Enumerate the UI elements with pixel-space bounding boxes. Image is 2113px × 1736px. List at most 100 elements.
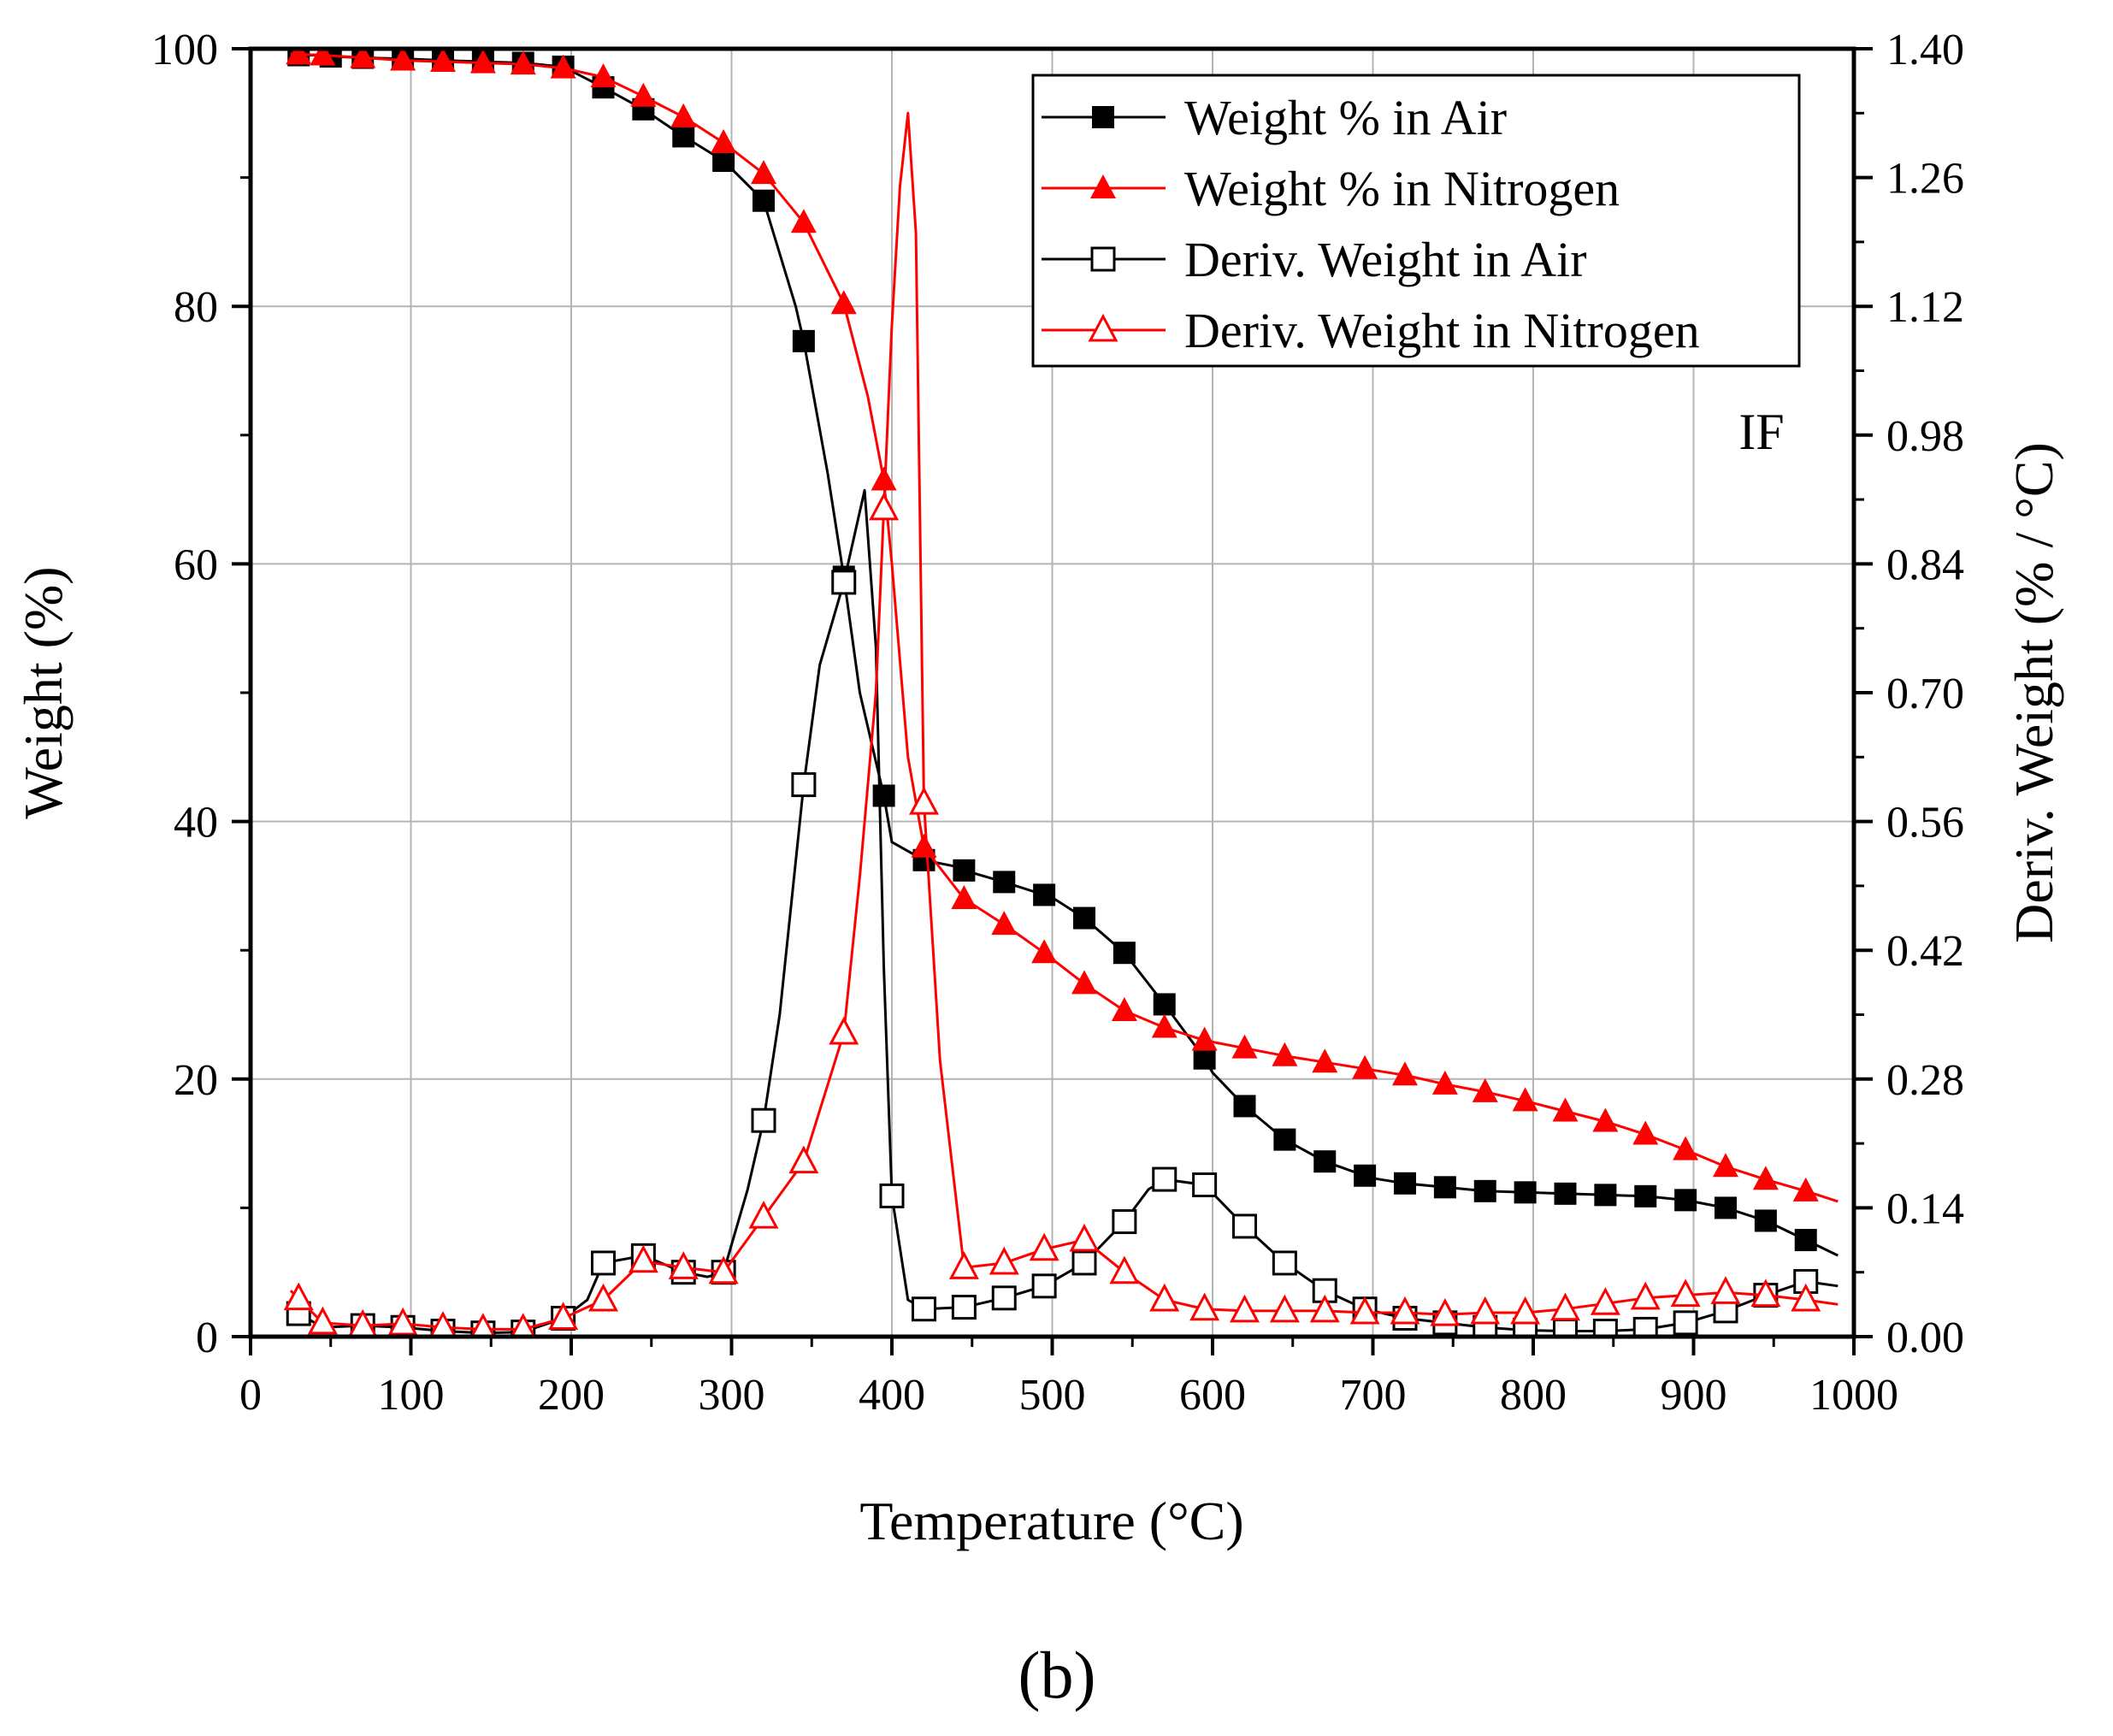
- data-point-marker: [1750, 1278, 1781, 1308]
- data-point-marker: [1313, 1150, 1337, 1173]
- y-right-tick-label: 0.14: [1886, 1184, 1964, 1233]
- data-point-marker: [350, 49, 376, 68]
- data-point-marker: [1433, 1176, 1456, 1199]
- data-point-marker: [1113, 942, 1136, 965]
- data-point-marker: [1033, 883, 1056, 906]
- data-point-marker: [1673, 1310, 1698, 1336]
- y-right-tick-label: 0.70: [1886, 670, 1964, 718]
- data-point-marker: [587, 1283, 619, 1312]
- data-point-marker: [1792, 1177, 1819, 1202]
- data-point-marker: [708, 1255, 739, 1284]
- y-right-tick-label: 0.98: [1886, 412, 1964, 461]
- data-point-marker: [1392, 1061, 1418, 1086]
- data-point-marker: [1430, 1298, 1461, 1326]
- data-point-marker: [753, 189, 775, 212]
- y-left-tick-label: 40: [174, 799, 218, 847]
- data-point-marker: [872, 784, 895, 807]
- data-point-marker: [712, 150, 735, 173]
- data-point-marker: [1472, 1078, 1498, 1102]
- data-point-marker: [1232, 1213, 1257, 1239]
- data-point-marker: [1549, 1292, 1581, 1321]
- x-tick-label: 100: [378, 1371, 445, 1420]
- data-point-marker: [310, 49, 336, 66]
- data-point-marker: [1715, 1196, 1737, 1219]
- series-line: [289, 111, 1839, 1331]
- data-point-marker: [830, 290, 857, 315]
- data-point-marker: [1272, 1250, 1297, 1276]
- x-tick-label: 700: [1340, 1371, 1407, 1420]
- y-right-tick-label: 0.56: [1886, 799, 1964, 847]
- data-point-marker: [1071, 1250, 1097, 1276]
- data-point-marker: [1470, 1296, 1501, 1325]
- data-point-marker: [1309, 1294, 1340, 1323]
- y-right-axis-label: Deriv. Weight (% / °C): [2004, 442, 2064, 943]
- data-point-marker: [792, 329, 815, 352]
- data-point-marker: [869, 492, 900, 521]
- data-point-marker: [1112, 1209, 1137, 1235]
- x-tick-label: 600: [1179, 1371, 1246, 1420]
- data-point-marker: [948, 1251, 979, 1279]
- data-point-marker: [1713, 1153, 1738, 1178]
- data-point-marker: [428, 1311, 457, 1337]
- data-point-marker: [670, 103, 697, 127]
- y-right-tick-label: 1.40: [1886, 26, 1964, 74]
- x-tick-label: 200: [538, 1371, 605, 1420]
- x-tick-label: 300: [699, 1371, 765, 1420]
- data-point-marker: [791, 772, 817, 798]
- data-point-marker: [1231, 1034, 1258, 1059]
- legend-marker: [1090, 246, 1116, 272]
- data-point-marker: [1510, 1296, 1541, 1325]
- legend-box: [1031, 74, 1801, 368]
- data-point-marker: [430, 49, 456, 73]
- data-point-marker: [1552, 1097, 1579, 1122]
- data-point-marker: [1630, 1281, 1661, 1310]
- data-point-marker: [829, 1016, 859, 1045]
- data-point-marker: [283, 1282, 314, 1311]
- data-point-marker: [1031, 939, 1058, 964]
- data-point-marker: [1554, 1182, 1577, 1205]
- data-point-marker: [1073, 906, 1095, 930]
- y-left-tick-label: 0: [196, 1314, 218, 1362]
- data-point-marker: [1069, 1223, 1100, 1252]
- y-right-tick-label: 0.42: [1886, 927, 1964, 976]
- data-point-marker: [908, 786, 940, 815]
- data-point-marker: [1592, 1107, 1619, 1132]
- data-point-marker: [1031, 1273, 1057, 1299]
- data-point-marker: [879, 1183, 905, 1208]
- data-point-marker: [590, 63, 617, 88]
- data-point-marker: [1191, 1026, 1218, 1051]
- data-point-marker: [1152, 1166, 1177, 1192]
- data-point-marker: [953, 859, 976, 882]
- data-point-marker: [1553, 1319, 1578, 1337]
- data-point-marker: [871, 466, 897, 491]
- panel-label: (b): [1018, 1638, 1096, 1712]
- data-point-marker: [1590, 1287, 1620, 1315]
- data-point-marker: [1634, 1184, 1657, 1208]
- data-point-marker: [711, 128, 737, 153]
- series-group: [283, 111, 1839, 1337]
- data-point-marker: [1269, 1294, 1300, 1323]
- data-point-marker: [1273, 1128, 1296, 1151]
- data-point-marker: [1594, 1184, 1617, 1207]
- data-point-marker: [748, 1200, 779, 1229]
- data-point-marker: [1632, 1316, 1658, 1337]
- data-point-marker: [1312, 1048, 1338, 1073]
- data-point-marker: [1149, 1283, 1180, 1312]
- data-point-marker: [550, 54, 576, 79]
- legend-label: Deriv. Weight in Nitrogen: [1184, 303, 1700, 358]
- data-point-marker: [1710, 1276, 1741, 1304]
- data-point-marker: [1592, 1319, 1618, 1337]
- data-point-marker: [1233, 1095, 1256, 1118]
- y-left-tick-label: 60: [174, 540, 218, 589]
- data-point-marker: [672, 125, 695, 148]
- data-point-marker: [991, 911, 1018, 936]
- y-left-tick-label: 100: [151, 26, 218, 74]
- data-point-marker: [1670, 1278, 1701, 1308]
- data-point-marker: [469, 1313, 496, 1337]
- data-point-marker: [1431, 1070, 1458, 1095]
- data-point-marker: [912, 1296, 936, 1322]
- data-point-marker: [1674, 1189, 1697, 1212]
- data-point-marker: [1512, 1087, 1538, 1112]
- data-point-marker: [548, 1302, 579, 1330]
